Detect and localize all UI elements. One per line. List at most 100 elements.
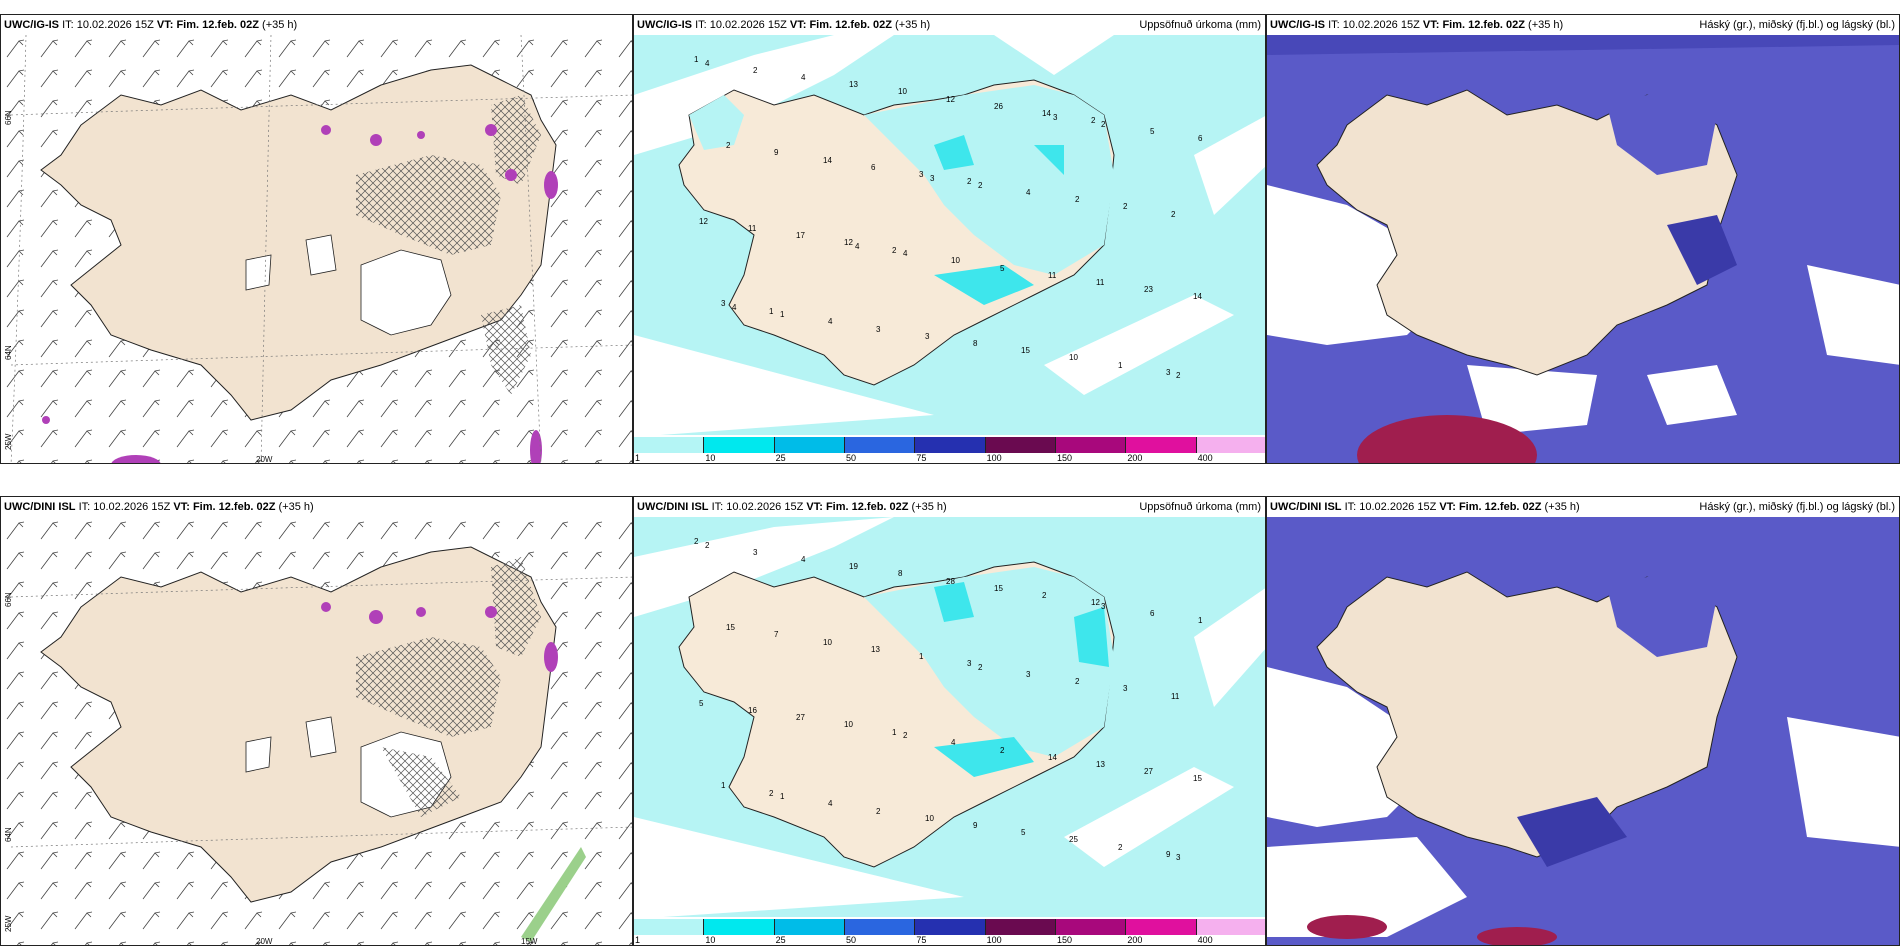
precip-value: 3 <box>1176 853 1181 862</box>
precip-value: 19 <box>849 562 858 571</box>
precip-value: 14 <box>823 156 832 165</box>
precip-map-panel-row1: UWC/IG-IS IT: 10.02.2026 15Z VT: Fim. 12… <box>633 14 1266 464</box>
precip-value: 1 <box>919 652 924 661</box>
panel-header: UWC/IG-IS IT: 10.02.2026 15Z VT: Fim. 12… <box>1267 15 1899 35</box>
precip-value: 2 <box>769 789 774 798</box>
precip-value: 11 <box>1171 692 1180 701</box>
snow-cells <box>42 124 558 463</box>
colorbar-swatch <box>915 437 986 453</box>
precip-value: 6 <box>1150 609 1155 618</box>
precip-value: 3 <box>753 548 758 557</box>
precip-value: 25 <box>1069 835 1078 844</box>
cloud-map <box>1267 517 1899 945</box>
precip-value: 10 <box>844 720 853 729</box>
precip-value: 13 <box>1096 760 1105 769</box>
precip-value: 16 <box>748 706 757 715</box>
precip-value: 3 <box>876 325 881 334</box>
precip-value: 4 <box>705 59 710 68</box>
precip-value: 4 <box>801 555 806 564</box>
precip-value: 8 <box>973 339 978 348</box>
colorbar-label: 200 <box>1127 453 1143 463</box>
precip-value: 13 <box>849 80 858 89</box>
precip-value: 3 <box>1053 113 1058 122</box>
precip-value: 14 <box>1048 753 1057 762</box>
colorbar-swatch <box>704 437 775 453</box>
precip-value: 2 <box>892 246 897 255</box>
colorbar-label: 50 <box>846 935 857 945</box>
precip-value: 2 <box>1101 120 1106 129</box>
precip-value: 6 <box>871 163 876 172</box>
colorbar-swatch <box>845 437 916 453</box>
colorbar-swatch <box>774 437 845 453</box>
precip-value: 2 <box>705 541 710 550</box>
precip-value: 11 <box>748 224 757 233</box>
precip-value: 11 <box>1048 271 1057 280</box>
precip-value: 14 <box>1042 109 1051 118</box>
precip-value: 2 <box>1091 116 1096 125</box>
precip-value: 4 <box>828 317 833 326</box>
precip-value: 12 <box>844 238 853 247</box>
wind-map-panel-row2: UWC/DINI ISL IT: 10.02.2026 15Z VT: Fim.… <box>0 496 633 946</box>
wind-map <box>1 35 632 463</box>
cloud-map <box>1267 35 1899 463</box>
panel-header: UWC/DINI ISL IT: 10.02.2026 15Z VT: Fim.… <box>634 497 1265 517</box>
colorbar-swatch <box>1056 919 1127 935</box>
colorbar-label: 200 <box>1127 935 1143 945</box>
colorbar-label: 10 <box>705 453 716 463</box>
precip-value: 1 <box>1118 361 1123 370</box>
colorbar-label: 150 <box>1057 453 1073 463</box>
precip-value: 7 <box>774 630 779 639</box>
colorbar-label: 25 <box>775 935 786 945</box>
precip-value: 3 <box>1123 684 1128 693</box>
precip-value: 10 <box>823 638 832 647</box>
lat-label: 66N <box>4 592 13 607</box>
colorbar-swatch <box>634 919 705 935</box>
panel-title: Uppsöfnuð úrkoma (mm) <box>1139 19 1261 31</box>
iceland-land <box>40 64 557 421</box>
panel-title: Háský (gr.), miðský (fj.bl.) og lágský (… <box>1699 501 1895 513</box>
precip-value: 3 <box>925 332 930 341</box>
colorbar-swatch <box>915 919 986 935</box>
precip-value: 4 <box>1026 188 1031 197</box>
precip-value: 2 <box>978 181 983 190</box>
precip-value: 2 <box>1075 195 1080 204</box>
precip-map <box>634 517 1265 919</box>
precip-value: 10 <box>898 87 907 96</box>
precip-value: 2 <box>1075 677 1080 686</box>
precip-value: 9 <box>973 821 978 830</box>
precip-value: 27 <box>796 713 805 722</box>
precip-value: 3 <box>930 174 935 183</box>
precip-value: 2 <box>726 141 731 150</box>
precip-value: 15 <box>726 623 735 632</box>
precip-value: 3 <box>1166 368 1171 377</box>
colorbar-swatch <box>985 919 1056 935</box>
precip-value: 15 <box>1021 346 1030 355</box>
precip-value: 3 <box>919 170 924 179</box>
precip-value: 17 <box>796 231 805 240</box>
lon-label: 25W <box>4 915 13 932</box>
precip-value: 28 <box>946 577 955 586</box>
colorbar-swatch <box>1126 919 1197 935</box>
colorbar-label: 400 <box>1197 935 1213 945</box>
precip-value: 26 <box>994 102 1003 111</box>
precip-value: 1 <box>721 781 726 790</box>
precip-value: 5 <box>1150 127 1155 136</box>
precip-map <box>634 35 1265 437</box>
precip-value: 2 <box>967 177 972 186</box>
precip-value: 5 <box>1021 828 1026 837</box>
colorbar-swatch <box>704 919 775 935</box>
precip-value: 12 <box>946 95 955 104</box>
precip-value: 2 <box>753 66 758 75</box>
panel-header: UWC/IG-IS IT: 10.02.2026 15Z VT: Fim. 12… <box>1 15 632 35</box>
precip-value: 15 <box>994 584 1003 593</box>
colorbar-swatch <box>634 437 705 453</box>
precip-value: 2 <box>1042 591 1047 600</box>
precip-value: 3 <box>1026 670 1031 679</box>
panel-title: Háský (gr.), miðský (fj.bl.) og lágský (… <box>1699 19 1895 31</box>
precip-value: 8 <box>898 569 903 578</box>
panel-title: Uppsöfnuð úrkoma (mm) <box>1139 501 1261 513</box>
precip-value: 2 <box>1118 843 1123 852</box>
colorbar-swatch <box>1196 919 1265 935</box>
lon-label: 20W <box>256 455 273 464</box>
lon-label: 20W <box>256 937 273 946</box>
